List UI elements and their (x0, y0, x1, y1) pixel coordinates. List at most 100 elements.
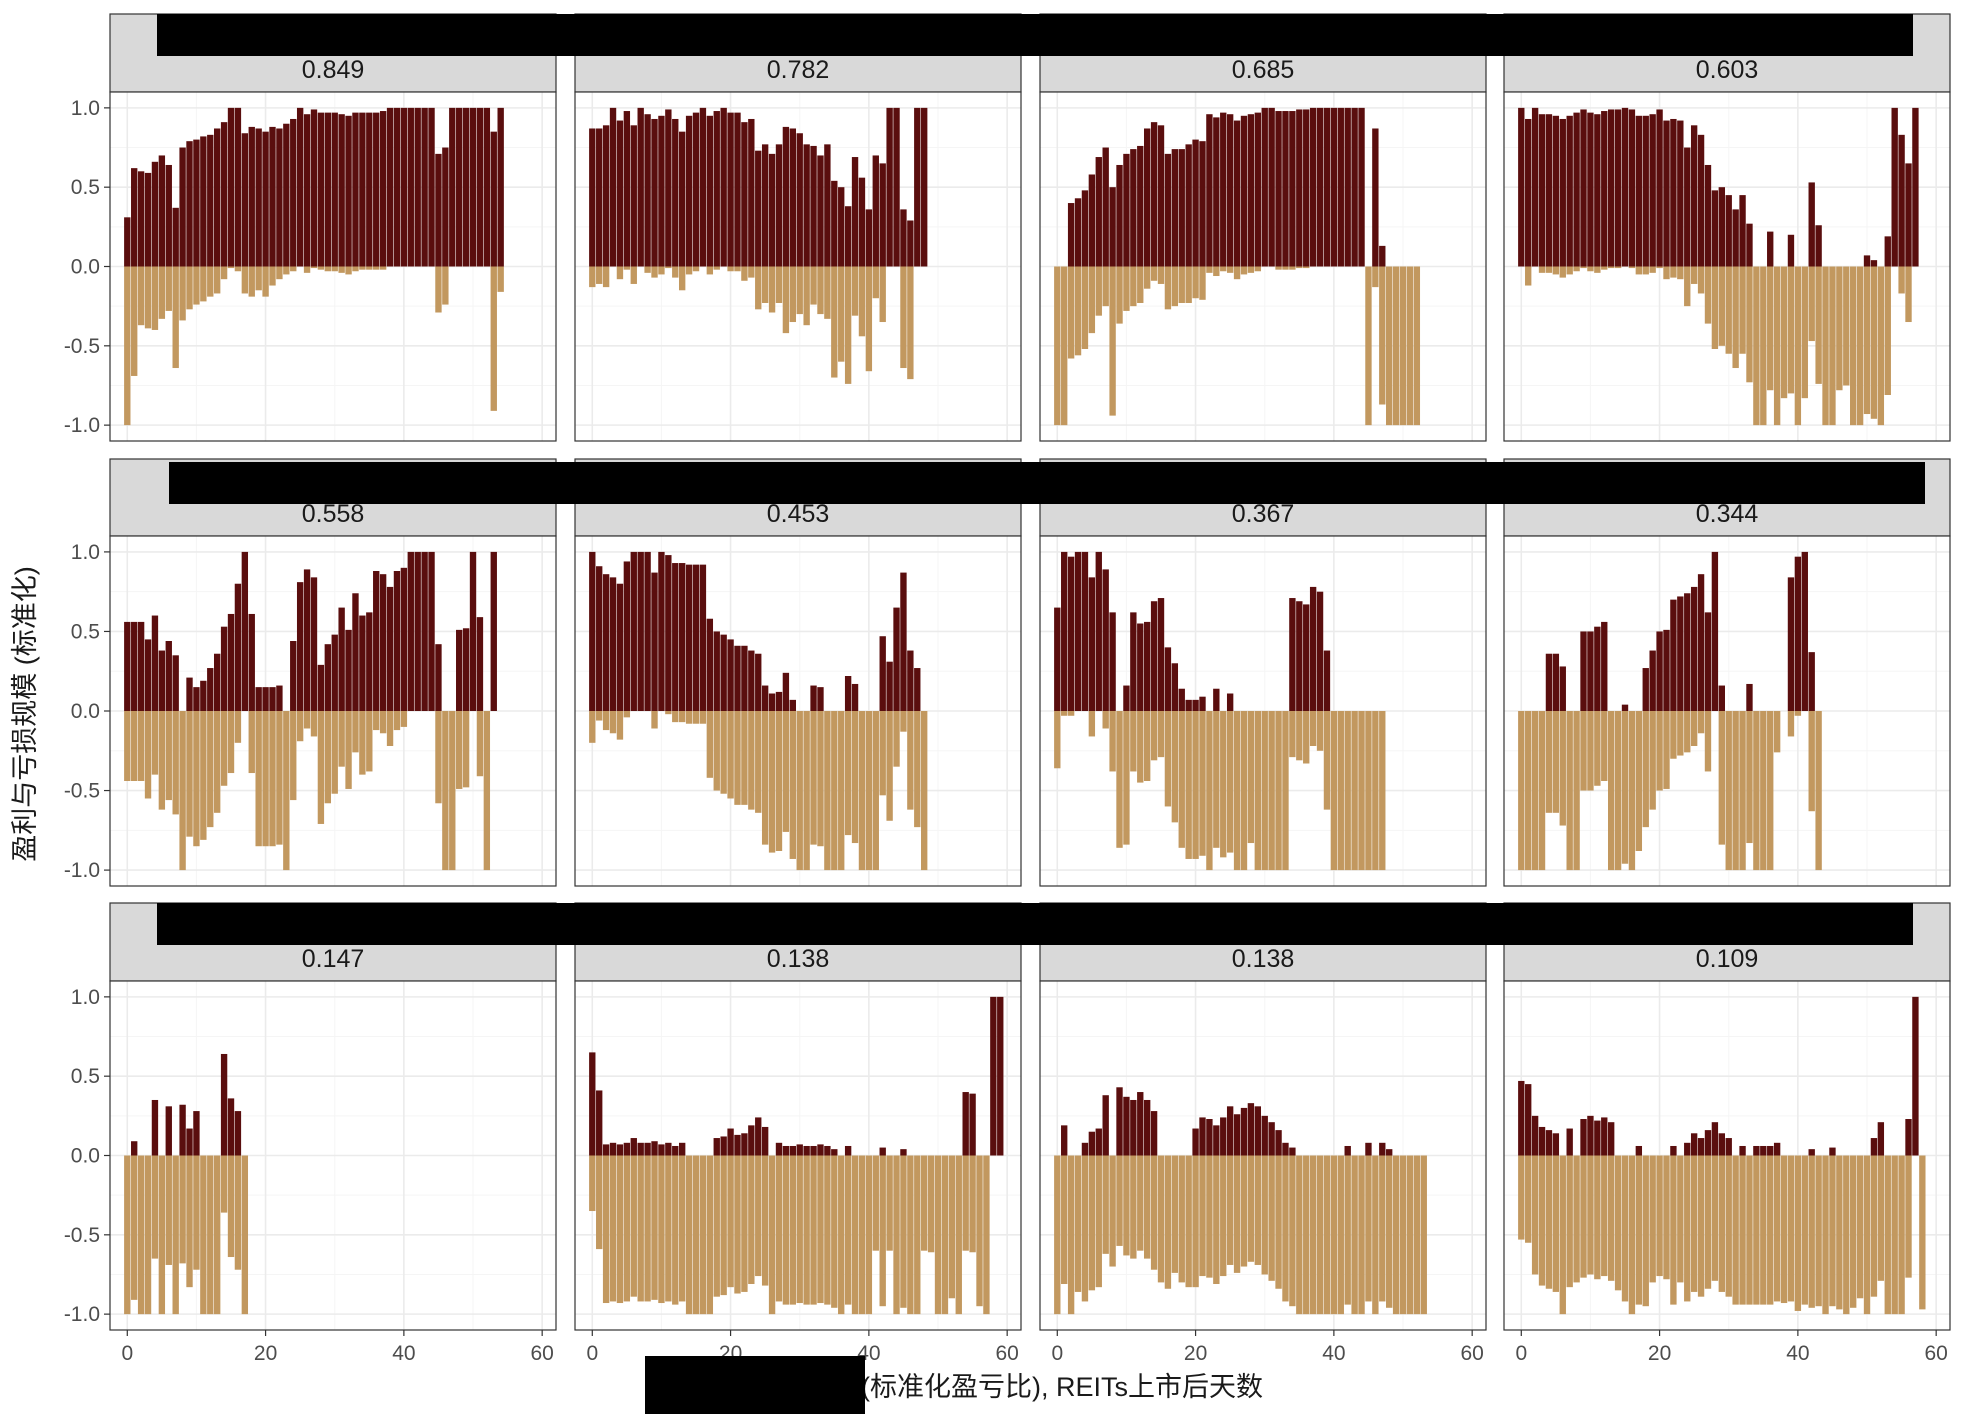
profit-bar (227, 613, 235, 711)
loss-bar (934, 1155, 942, 1315)
profit-bar (151, 615, 159, 711)
loss-bar (1309, 1155, 1317, 1315)
profit-bar (200, 136, 207, 267)
loss-bar (1850, 1155, 1857, 1308)
loss-bar (1109, 711, 1116, 772)
loss-bar (1061, 1155, 1068, 1284)
loss-bar (1233, 1155, 1241, 1273)
loss-bar (706, 266, 714, 275)
loss-bar (1884, 266, 1891, 395)
profit-bar (1718, 685, 1725, 711)
loss-bar (1697, 1155, 1705, 1297)
profit-bar (602, 1144, 610, 1156)
loss-bar (1123, 711, 1130, 845)
loss-bar (831, 1155, 838, 1308)
profit-bar (1240, 1107, 1248, 1156)
facet-strip-label: 0.367 (1232, 500, 1295, 528)
y-tick-label: 0.0 (71, 256, 100, 279)
profit-bar (803, 144, 810, 267)
loss-bar (1330, 711, 1338, 871)
profit-bar (1704, 612, 1712, 711)
profit-bar (900, 572, 907, 711)
x-tick-label: 60 (995, 1342, 1018, 1365)
profit-bar (151, 1099, 159, 1156)
loss-bar (1137, 266, 1144, 303)
loss-bar (1525, 266, 1532, 286)
loss-bar (1704, 1155, 1712, 1289)
profit-bar (596, 566, 603, 711)
loss-bar (373, 266, 380, 270)
facet-panel: 0.138 0 20 40 60 (1039, 902, 1487, 1365)
profit-bar (1206, 1119, 1213, 1156)
profit-bar (1303, 109, 1310, 267)
loss-bar (1157, 1155, 1165, 1283)
profit-bar (886, 661, 893, 711)
loss-bar (255, 266, 262, 291)
profit-bar (775, 1142, 783, 1156)
loss-bar (172, 266, 179, 369)
profit-bar (1884, 236, 1891, 267)
profit-bar (831, 1149, 838, 1156)
loss-bar (672, 711, 679, 723)
loss-bar (345, 266, 352, 275)
loss-bar (1088, 266, 1096, 334)
loss-bar (1739, 711, 1746, 871)
profit-bar (1891, 107, 1898, 267)
loss-bar (1282, 266, 1289, 270)
loss-bar (165, 711, 172, 801)
loss-bar (678, 266, 686, 291)
profit-bar (1801, 551, 1808, 711)
loss-bar (1538, 711, 1546, 871)
loss-bar (1836, 1155, 1843, 1310)
loss-bar (672, 1155, 679, 1305)
profit-bar (310, 577, 318, 711)
profit-bar (1282, 111, 1289, 267)
loss-bar (616, 1155, 624, 1304)
loss-bar (1164, 266, 1172, 310)
loss-bar (1552, 711, 1560, 813)
loss-bar (1275, 266, 1282, 270)
loss-bar (1226, 1155, 1234, 1265)
profit-bar (713, 111, 720, 267)
loss-bar (1725, 1155, 1732, 1297)
profit-bar (1545, 653, 1553, 711)
profit-bar (623, 111, 631, 267)
loss-bar (137, 266, 145, 326)
loss-bar (1559, 1155, 1566, 1315)
loss-bar (124, 266, 131, 426)
profit-bar (1157, 125, 1165, 267)
loss-bar (810, 1155, 817, 1305)
profit-bar (1102, 147, 1109, 267)
profit-bar (1566, 115, 1573, 267)
profit-bar (1199, 141, 1206, 267)
profit-bar (1275, 111, 1282, 267)
loss-bar (713, 1155, 720, 1297)
facet-panel: 0.367 (1039, 458, 1487, 887)
loss-bar (1164, 1155, 1172, 1289)
loss-bar (1206, 1155, 1213, 1278)
loss-bar (1061, 711, 1068, 716)
loss-bar (1296, 1155, 1303, 1315)
loss-bar (1559, 711, 1566, 826)
profit-bar (269, 687, 276, 711)
loss-bar (1822, 266, 1829, 426)
profit-bar (1316, 107, 1324, 267)
profit-bar (734, 1134, 741, 1156)
loss-bar (1635, 266, 1643, 275)
loss-bar (1773, 266, 1781, 426)
profit-bar (589, 551, 596, 711)
loss-bar (1240, 1155, 1248, 1267)
loss-bar (1344, 1155, 1351, 1305)
profit-bar (727, 112, 734, 267)
loss-bar (775, 711, 783, 851)
profit-bar (1690, 1133, 1698, 1156)
profit-bar (1773, 1142, 1781, 1156)
profit-bar (741, 122, 748, 267)
profit-bar (727, 1128, 734, 1156)
loss-bar (144, 1155, 152, 1315)
loss-bar (490, 266, 497, 411)
facet-strip-label: 0.849 (302, 56, 365, 84)
loss-bar (768, 266, 776, 313)
loss-bar (665, 1155, 672, 1302)
loss-bar (1171, 1155, 1179, 1273)
